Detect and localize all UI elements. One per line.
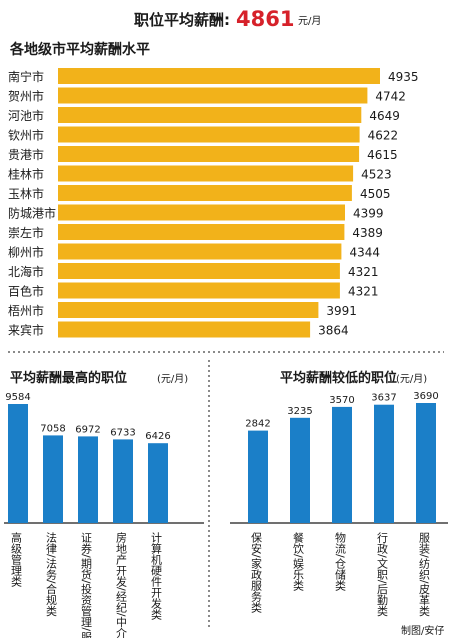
city-label: 来宾市 (8, 323, 44, 338)
city-label: 贺州市 (8, 89, 44, 104)
city-label: 梧州市 (8, 303, 44, 318)
high-category: 房地产开发/经纪/中介类 (115, 532, 128, 638)
high-bar (43, 435, 63, 523)
city-label: 防城港市 (8, 206, 56, 221)
high-category: 证券/期货/投资管理/服务类 (80, 532, 93, 638)
high-bar (148, 443, 168, 523)
city-bar (58, 302, 319, 318)
low-value: 3235 (287, 406, 312, 417)
high-bar (8, 404, 28, 523)
city-bar (58, 87, 368, 104)
city-value: 4523 (361, 168, 392, 182)
low-value: 3637 (371, 393, 396, 404)
city-bar (58, 224, 345, 240)
credit-label: 制图/安仔 (401, 624, 444, 637)
city-chart-title: 各地级市平均薪酬水平 (9, 41, 150, 58)
city-bar (58, 263, 340, 279)
low-title: 平均薪酬较低的职位 (280, 370, 397, 386)
low-bar (248, 430, 268, 523)
top-paid-jobs-chart: 平均薪酬最高的职位 (元/月) 9584 高级管理类 7058 法律/法务/合规类 6972… (4, 370, 204, 638)
city-value: 4742 (375, 90, 406, 104)
city-value: 3991 (326, 304, 357, 318)
low-value: 2842 (245, 419, 270, 430)
city-bar (58, 107, 362, 123)
city-value: 3864 (318, 324, 349, 338)
low-paid-jobs-chart: 平均薪酬较低的职位(元/月) 2842 保安/家政服务类 3235 餐饮/娱乐类 3570… (230, 370, 448, 617)
city-value: 4389 (352, 226, 383, 240)
low-category: 服装/纺织/皮革类 (418, 532, 431, 617)
city-bar (58, 68, 380, 84)
high-value: 7058 (40, 423, 65, 434)
low-category: 保安/家政服务类 (250, 531, 263, 614)
city-label: 柳州市 (8, 245, 44, 260)
city-value: 4321 (348, 265, 379, 279)
city-bar (58, 282, 340, 299)
city-label: 北海市 (8, 264, 44, 279)
high-category: 计算机硬件开发类 (150, 532, 163, 621)
low-value: 3690 (413, 391, 438, 402)
city-label: 玉林市 (8, 186, 44, 201)
low-category: 物流/仓储类 (334, 531, 347, 592)
low-bar (416, 403, 436, 523)
low-bar (290, 417, 310, 523)
city-label: 贵港市 (8, 147, 44, 162)
city-label: 钦州市 (8, 128, 44, 143)
high-category: 高级管理类 (10, 531, 23, 588)
city-bar (58, 321, 311, 338)
header-title-prefix: 职位平均薪酬: (134, 11, 230, 29)
city-value: 4399 (353, 207, 384, 221)
city-bar (58, 185, 352, 201)
city-bar (58, 146, 360, 162)
city-label: 桂林市 (8, 167, 44, 182)
high-bar (113, 439, 133, 523)
city-value: 4505 (360, 187, 391, 201)
high-value: 6972 (75, 424, 100, 435)
high-category: 法律/法务/合规类 (45, 531, 58, 617)
low-category: 行政/文职/后勤类 (376, 532, 389, 617)
city-label: 南宁市 (8, 69, 44, 84)
city-value: 4344 (349, 246, 380, 260)
high-bar (78, 436, 98, 523)
city-label: 崇左市 (8, 225, 44, 240)
low-bar (332, 406, 352, 523)
header-title-unit: 元/月 (298, 15, 321, 27)
high-value: 6426 (145, 431, 170, 442)
low-unit: (元/月) (396, 373, 427, 385)
high-unit: (元/月) (157, 373, 188, 385)
low-category: 餐饮/娱乐类 (292, 531, 305, 592)
city-value: 4622 (368, 129, 399, 143)
low-bar (374, 404, 394, 523)
high-value: 9584 (5, 392, 30, 403)
city-value: 4935 (388, 70, 419, 84)
city-bar (58, 126, 360, 143)
high-value: 6733 (110, 427, 135, 438)
city-label: 百色市 (8, 284, 44, 299)
low-value: 3570 (329, 395, 354, 406)
high-title: 平均薪酬最高的职位 (10, 370, 127, 386)
city-bar (58, 204, 345, 221)
city-value: 4649 (369, 109, 400, 123)
city-value: 4615 (367, 148, 398, 162)
header-title-value: 4861 (236, 7, 294, 31)
city-label: 河池市 (8, 108, 44, 123)
city-bar (58, 243, 342, 260)
city-value: 4321 (348, 285, 379, 299)
city-bar (58, 165, 354, 182)
